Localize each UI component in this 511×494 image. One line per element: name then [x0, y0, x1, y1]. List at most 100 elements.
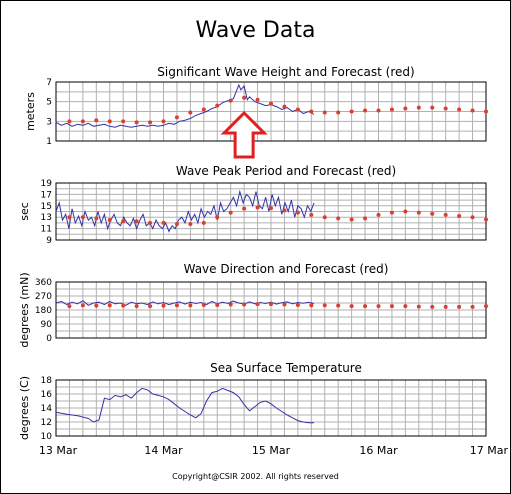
forecast-point: [242, 302, 247, 307]
forecast-point: [363, 304, 368, 309]
forecast-point: [121, 303, 126, 308]
forecast-point: [161, 220, 166, 225]
panel-title: Wave Direction and Forecast (red): [184, 262, 389, 276]
forecast-point: [94, 216, 99, 221]
y-tick-label: 270: [35, 292, 52, 302]
forecast-point: [430, 105, 435, 110]
forecast-point: [188, 222, 193, 227]
y-tick-label: 11: [41, 225, 52, 235]
forecast-point: [228, 98, 233, 103]
forecast-point: [457, 304, 462, 309]
panel-frame: [55, 379, 487, 437]
forecast-point: [282, 302, 287, 307]
y-tick-label: 12: [41, 418, 52, 428]
forecast-point: [376, 108, 381, 113]
series-line-measured: [55, 189, 315, 233]
forecast-point: [134, 304, 139, 309]
forecast-point: [403, 106, 408, 111]
y-tick-label: 5: [46, 98, 52, 108]
forecast-point: [161, 303, 166, 308]
forecast-point: [94, 303, 99, 308]
forecast-point: [363, 108, 368, 113]
forecast-point: [161, 119, 166, 124]
forecast-point: [174, 303, 179, 308]
x-tick-label: 15 Mar: [252, 444, 291, 457]
forecast-point: [242, 206, 247, 211]
forecast-point: [403, 209, 408, 214]
forecast-point: [148, 120, 153, 125]
y-tick-label: 13: [41, 213, 52, 223]
panel-title: Significant Wave Height and Forecast (re…: [157, 65, 414, 79]
x-tick-label: 16 Mar: [359, 444, 398, 457]
forecast-point: [107, 303, 112, 308]
forecast-point: [484, 304, 488, 309]
forecast-point: [201, 220, 206, 225]
forecast-point: [443, 106, 448, 111]
forecast-point: [215, 303, 220, 308]
panel-title: Sea Surface Temperature: [210, 361, 362, 375]
y-tick-label: 18: [41, 376, 53, 386]
forecast-point: [430, 304, 435, 309]
forecast-point: [215, 103, 220, 108]
y-axis-label: sec: [18, 202, 31, 221]
forecast-point: [336, 110, 341, 115]
forecast-point: [416, 304, 421, 309]
forecast-point: [255, 302, 260, 307]
panel-frame: [55, 281, 487, 339]
forecast-point: [295, 210, 300, 215]
forecast-point: [94, 118, 99, 123]
forecast-point: [228, 210, 233, 215]
peak-arrow-annotation: [220, 110, 268, 159]
page-title: Wave Data: [195, 18, 316, 43]
forecast-point: [67, 304, 72, 309]
forecast-point: [80, 303, 85, 308]
y-tick-label: 15: [41, 202, 52, 212]
forecast-point: [322, 110, 327, 115]
forecast-point: [470, 215, 475, 220]
forecast-point: [457, 107, 462, 112]
forecast-point: [416, 105, 421, 110]
x-tick-label: 17 Mar: [470, 444, 509, 457]
forecast-point: [484, 217, 488, 222]
forecast-point: [349, 304, 354, 309]
forecast-point: [336, 303, 341, 308]
forecast-point: [174, 222, 179, 227]
forecast-point: [470, 108, 475, 113]
forecast-point: [349, 217, 354, 222]
forecast-point: [322, 303, 327, 308]
forecast-point: [470, 304, 475, 309]
forecast-point: [322, 215, 327, 220]
forecast-point: [134, 120, 139, 125]
forecast-point: [67, 215, 72, 220]
y-tick-label: 0: [46, 334, 52, 344]
y-axis-label: degrees (mN): [18, 272, 31, 347]
forecast-point: [484, 109, 488, 114]
forecast-point: [107, 218, 112, 223]
forecast-point: [309, 303, 314, 308]
x-tick-label: 14 Mar: [144, 444, 183, 457]
y-tick-label: 1: [46, 137, 52, 147]
panel-title: Wave Peak Period and Forecast (red): [176, 164, 396, 178]
forecast-point: [349, 109, 354, 114]
forecast-point: [457, 214, 462, 219]
forecast-point: [269, 302, 273, 307]
forecast-point: [107, 119, 112, 124]
forecast-point: [228, 302, 233, 307]
forecast-point: [443, 212, 448, 217]
forecast-point: [336, 216, 341, 221]
y-tick-label: 360: [35, 278, 52, 288]
forecast-point: [282, 104, 287, 109]
forecast-point: [188, 110, 193, 115]
forecast-point: [67, 119, 72, 124]
forecast-point: [376, 212, 381, 217]
forecast-point: [215, 215, 220, 220]
forecast-point: [255, 97, 260, 102]
y-tick-label: 90: [41, 320, 53, 330]
copyright-text: Copyright@CSIR 2002. All rights reserved: [172, 472, 339, 481]
forecast-point: [201, 303, 206, 308]
forecast-point: [148, 220, 153, 225]
forecast-point: [80, 215, 85, 220]
forecast-point: [430, 211, 435, 216]
forecast-point: [389, 304, 394, 309]
